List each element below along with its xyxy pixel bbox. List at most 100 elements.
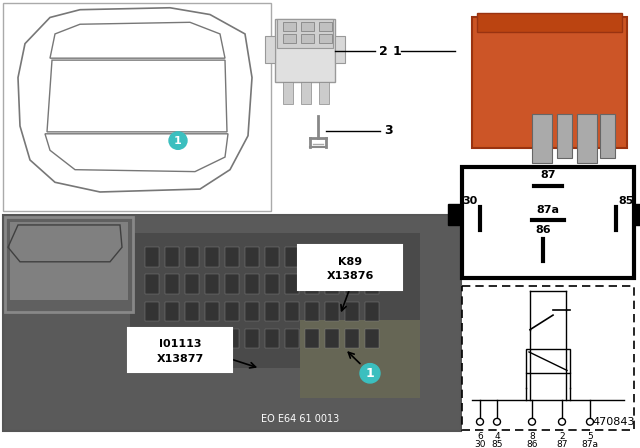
Bar bbox=[225, 247, 239, 267]
Bar bbox=[265, 329, 279, 348]
Bar bbox=[205, 274, 219, 294]
Bar bbox=[462, 286, 634, 430]
Bar bbox=[145, 247, 159, 267]
Text: 30: 30 bbox=[474, 440, 486, 448]
Bar bbox=[448, 203, 462, 225]
Bar bbox=[325, 302, 339, 321]
Text: 87: 87 bbox=[540, 170, 556, 181]
Bar bbox=[225, 274, 239, 294]
Bar bbox=[305, 247, 319, 267]
Bar bbox=[277, 19, 333, 48]
Text: 87a: 87a bbox=[582, 440, 598, 448]
Bar bbox=[532, 114, 552, 163]
Text: 3: 3 bbox=[384, 125, 392, 138]
Bar bbox=[301, 22, 314, 31]
Bar bbox=[634, 203, 640, 225]
Text: EO E64 61 0013: EO E64 61 0013 bbox=[261, 414, 339, 424]
Text: 6: 6 bbox=[477, 432, 483, 441]
Bar bbox=[165, 329, 179, 348]
Bar bbox=[319, 82, 329, 104]
FancyBboxPatch shape bbox=[128, 328, 232, 372]
Bar bbox=[145, 302, 159, 321]
Text: 87a: 87a bbox=[536, 205, 559, 215]
Text: 2: 2 bbox=[559, 432, 565, 441]
Text: 4: 4 bbox=[494, 432, 500, 441]
FancyBboxPatch shape bbox=[298, 246, 402, 290]
Bar bbox=[577, 114, 597, 163]
Bar bbox=[275, 19, 335, 82]
Bar bbox=[283, 82, 293, 104]
Bar bbox=[245, 274, 259, 294]
Bar bbox=[472, 17, 627, 148]
Bar bbox=[205, 247, 219, 267]
Text: 8: 8 bbox=[529, 432, 535, 441]
Bar bbox=[325, 274, 339, 294]
Text: 30: 30 bbox=[462, 196, 477, 206]
Bar bbox=[365, 302, 379, 321]
Circle shape bbox=[477, 418, 483, 425]
Bar bbox=[319, 34, 332, 43]
Bar bbox=[265, 36, 275, 63]
Bar bbox=[165, 247, 179, 267]
Bar bbox=[325, 247, 339, 267]
Text: 2: 2 bbox=[379, 45, 388, 58]
Bar bbox=[185, 274, 199, 294]
Circle shape bbox=[169, 132, 187, 149]
Text: 1: 1 bbox=[365, 367, 374, 380]
Bar bbox=[185, 247, 199, 267]
Bar bbox=[345, 329, 359, 348]
Bar bbox=[345, 302, 359, 321]
Bar bbox=[185, 302, 199, 321]
Bar bbox=[300, 320, 420, 397]
Circle shape bbox=[529, 418, 536, 425]
Bar bbox=[477, 13, 622, 32]
Text: 85: 85 bbox=[618, 196, 634, 206]
Bar bbox=[145, 274, 159, 294]
Text: 86: 86 bbox=[535, 224, 551, 235]
Text: I01113: I01113 bbox=[159, 339, 201, 349]
Text: 1: 1 bbox=[393, 45, 402, 58]
Text: 87: 87 bbox=[556, 440, 568, 448]
Text: X13876: X13876 bbox=[326, 271, 374, 281]
Text: 5: 5 bbox=[587, 432, 593, 441]
Bar bbox=[245, 302, 259, 321]
Bar bbox=[185, 329, 199, 348]
Bar bbox=[301, 34, 314, 43]
Bar bbox=[526, 349, 570, 373]
Bar bbox=[301, 82, 311, 104]
Bar bbox=[245, 247, 259, 267]
Bar bbox=[285, 274, 299, 294]
Bar bbox=[365, 274, 379, 294]
Bar bbox=[283, 34, 296, 43]
Bar bbox=[365, 247, 379, 267]
Bar bbox=[285, 302, 299, 321]
Bar bbox=[225, 329, 239, 348]
Bar bbox=[285, 329, 299, 348]
Bar bbox=[225, 302, 239, 321]
Bar bbox=[3, 215, 461, 431]
Bar bbox=[345, 274, 359, 294]
Bar bbox=[5, 217, 133, 312]
Bar bbox=[365, 329, 379, 348]
Circle shape bbox=[586, 418, 593, 425]
Bar bbox=[3, 3, 271, 211]
Bar bbox=[165, 274, 179, 294]
Bar bbox=[265, 302, 279, 321]
Bar bbox=[335, 36, 345, 63]
Bar bbox=[557, 114, 572, 158]
Bar bbox=[305, 302, 319, 321]
Circle shape bbox=[559, 418, 566, 425]
Bar bbox=[345, 247, 359, 267]
Bar bbox=[165, 302, 179, 321]
Bar bbox=[319, 22, 332, 31]
Bar bbox=[325, 329, 339, 348]
Bar bbox=[475, 19, 624, 146]
Bar bbox=[285, 247, 299, 267]
Bar bbox=[305, 329, 319, 348]
Bar bbox=[305, 274, 319, 294]
Bar bbox=[245, 329, 259, 348]
Text: 470843: 470843 bbox=[593, 417, 635, 426]
Bar bbox=[145, 329, 159, 348]
Text: 86: 86 bbox=[526, 440, 538, 448]
Circle shape bbox=[493, 418, 500, 425]
